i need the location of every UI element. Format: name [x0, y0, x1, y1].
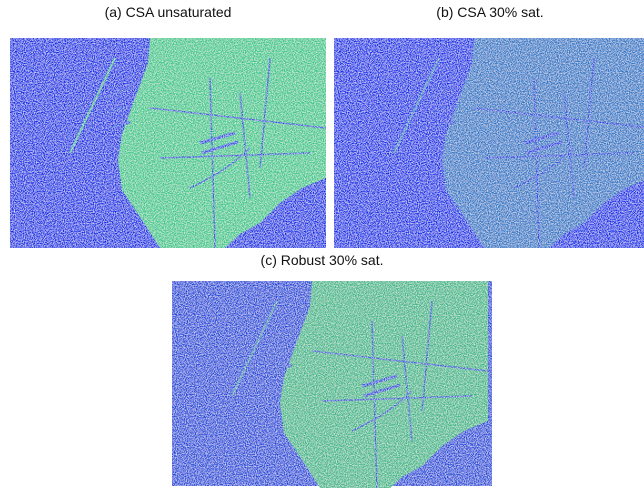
panel-caption: (c) Robust 30% sat.	[261, 252, 384, 268]
sar-image	[334, 38, 644, 248]
panel-caption: (a) CSA unsaturated	[105, 4, 232, 20]
figure-canvas: (a) CSA unsaturated (b) CSA 30% sat. (c)…	[0, 0, 644, 488]
panel-caption: (b) CSA 30% sat.	[436, 4, 543, 20]
figure: (a) CSA unsaturated (b) CSA 30% sat. (c)…	[0, 0, 644, 488]
sar-image	[10, 38, 326, 248]
sar-image	[172, 281, 492, 488]
